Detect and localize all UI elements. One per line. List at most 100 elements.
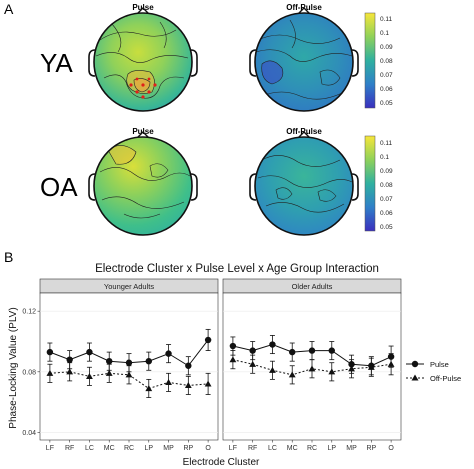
x-tick-label: RC — [307, 445, 317, 452]
data-point-pulse — [269, 341, 276, 348]
facet-label: Younger Adults — [104, 282, 154, 291]
ear-icon — [190, 173, 198, 201]
contour-lines — [99, 145, 191, 219]
data-point-off-pulse — [348, 365, 355, 372]
topomap-older-off-pulse: Off-Pulse — [249, 127, 359, 236]
nose-icon — [297, 131, 311, 139]
legend-marker-pulse — [411, 360, 419, 368]
panel-a-letter: A — [4, 1, 14, 17]
data-point-off-pulse — [387, 360, 395, 367]
colorbar-top: 0.11 0.1 0.09 0.08 0.07 0.06 0.05 — [364, 12, 393, 109]
x-tick-label: MC — [287, 445, 298, 452]
colorbar-tick: 0.09 — [380, 168, 393, 175]
colorbar-bottom: 0.11 0.1 0.09 0.08 0.07 0.06 0.05 — [364, 135, 393, 232]
scalp-map — [94, 13, 192, 111]
colorbar-scale — [364, 12, 376, 109]
data-point-off-pulse — [328, 368, 336, 375]
electrode-dot — [135, 77, 139, 81]
data-point-pulse — [106, 357, 113, 365]
legend-label-off-pulse: Off-Pulse — [430, 374, 461, 383]
data-point-pulse — [289, 348, 296, 356]
row-label-older-adults: OA — [40, 172, 78, 202]
panel-b-letter: B — [4, 249, 13, 265]
head-outline — [93, 136, 193, 236]
data-point-off-pulse — [367, 363, 375, 370]
colorbar-tick: 0.08 — [380, 182, 393, 189]
head-outline — [254, 136, 354, 236]
y-tick-label: 0.08 — [22, 369, 36, 376]
data-point-off-pulse — [125, 371, 133, 378]
data-point-pulse — [249, 347, 256, 354]
head-outline — [254, 12, 354, 112]
topomap-older-pulse: Pulse — [88, 127, 198, 236]
x-tick-label: LF — [46, 445, 54, 452]
data-point-off-pulse — [269, 366, 276, 373]
x-tick-label: LP — [327, 445, 336, 452]
x-tick-label: RF — [248, 445, 257, 452]
colorbar-tick: 0.1 — [380, 30, 389, 37]
data-point-pulse — [46, 348, 54, 356]
facet-older-adults: Older Adults LF RF LC MC RC LP MP RP O — [222, 278, 402, 452]
electrode-dot — [141, 95, 145, 99]
nose-icon — [136, 131, 150, 139]
colorbar-tick: 0.05 — [380, 100, 393, 107]
contour-lines — [95, 21, 189, 99]
legend: Pulse Off-Pulse — [406, 360, 461, 383]
x-tick-label: RF — [65, 445, 74, 452]
data-point-off-pulse — [145, 385, 153, 392]
electrode-markers — [129, 77, 157, 99]
ear-icon — [249, 173, 257, 201]
colorbar-scale — [364, 135, 376, 232]
x-tick-label: RP — [183, 445, 193, 452]
topomap-young-off-pulse: Off-Pulse — [249, 3, 359, 112]
data-point-off-pulse — [184, 382, 192, 389]
electrode-dot — [135, 90, 139, 94]
scalp-map — [255, 13, 353, 111]
x-axis-title: Electrode Cluster — [183, 457, 260, 468]
data-point-off-pulse — [229, 356, 237, 363]
chart-title: Electrode Cluster x Pulse Level x Age Gr… — [95, 263, 379, 275]
ear-icon — [88, 49, 96, 77]
data-point-off-pulse — [86, 372, 93, 379]
ear-icon — [351, 49, 359, 77]
x-tick-label: O — [205, 445, 211, 452]
data-point-off-pulse — [204, 380, 212, 387]
data-point-off-pulse — [308, 365, 316, 372]
facet-marks: LF RF LC MC RC LP MP RP O — [223, 310, 401, 452]
topomap-young-pulse: Pulse — [88, 3, 198, 112]
colorbar-tick: 0.06 — [380, 210, 393, 217]
y-tick-label: 0.04 — [22, 430, 36, 437]
x-tick-label: MP — [346, 445, 357, 452]
colorbar-tick: 0.1 — [380, 154, 389, 161]
data-point-off-pulse — [249, 360, 257, 367]
x-tick-label: RC — [124, 445, 134, 452]
nose-icon — [136, 7, 150, 15]
data-point-pulse — [328, 347, 335, 354]
ear-icon — [249, 49, 257, 77]
x-tick-label: MC — [104, 445, 115, 452]
data-point-pulse — [145, 357, 152, 365]
legend-label-pulse: Pulse — [430, 360, 449, 369]
facet-marks: LF RF LC MC RC LP MP RP O — [37, 310, 218, 452]
x-tick-label: RP — [366, 445, 376, 452]
legend-marker-off-pulse — [411, 374, 419, 381]
colorbar-tick: 0.08 — [380, 58, 393, 65]
ear-icon — [88, 173, 96, 201]
x-tick-label: LC — [268, 445, 277, 452]
data-point-pulse — [204, 336, 212, 344]
data-point-pulse — [125, 359, 133, 366]
ear-icon — [351, 173, 359, 201]
nose-icon — [297, 7, 311, 15]
data-point-pulse — [308, 347, 316, 354]
x-tick-label: MP — [163, 445, 174, 452]
data-point-off-pulse — [46, 369, 54, 376]
data-point-pulse — [185, 362, 192, 369]
x-tick-label: LP — [144, 445, 153, 452]
electrode-dot — [141, 83, 145, 87]
head-outline — [93, 12, 193, 112]
colorbar-tick: 0.07 — [380, 196, 393, 203]
colorbar-tick: 0.06 — [380, 86, 393, 93]
data-point-pulse — [86, 348, 93, 356]
data-point-off-pulse — [105, 369, 113, 376]
colorbar-tick: 0.11 — [380, 140, 393, 147]
